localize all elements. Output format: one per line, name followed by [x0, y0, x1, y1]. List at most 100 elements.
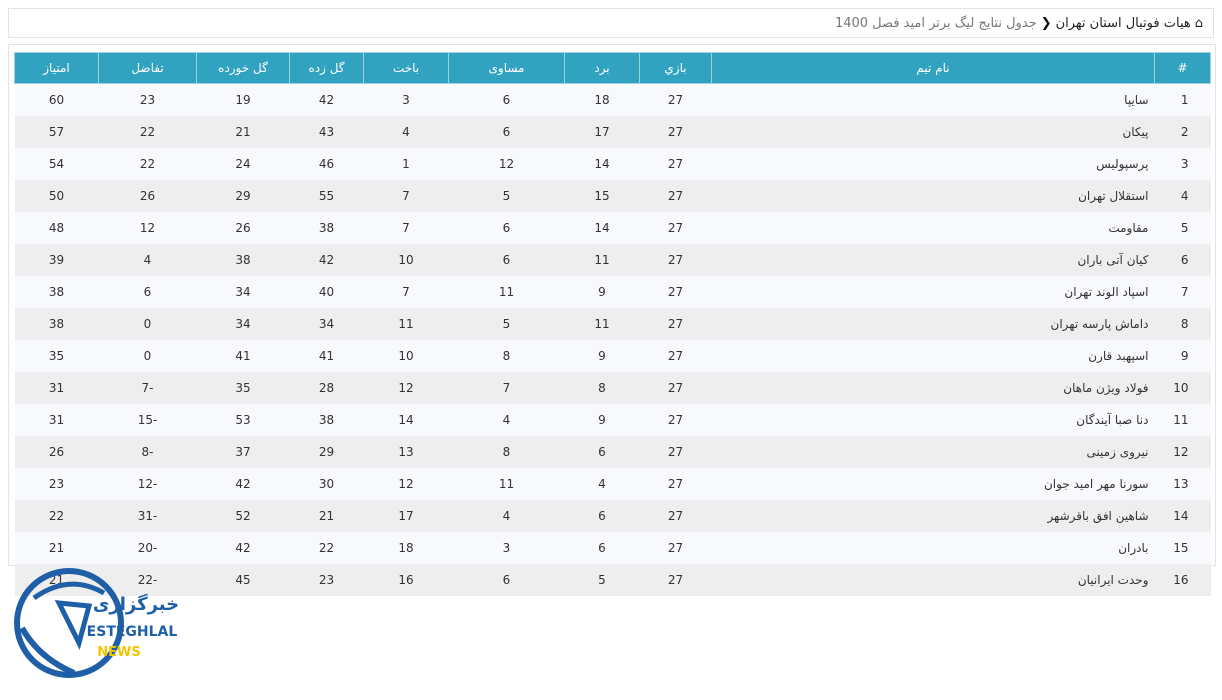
- cell-goal-difference: -22: [98, 564, 197, 596]
- cell-lost: 16: [363, 564, 449, 596]
- header-team-name: نام تیم: [711, 52, 1155, 84]
- svg-text:NEWS: NEWS: [97, 645, 140, 660]
- cell-lost: 12: [363, 468, 449, 500]
- cell-drawn: 5: [448, 180, 565, 212]
- cell-played: 27: [639, 212, 712, 244]
- cell-played: 27: [639, 372, 712, 404]
- cell-goals-for: 21: [289, 500, 364, 532]
- cell-drawn: 8: [448, 340, 565, 372]
- cell-goal-difference: -20: [98, 532, 197, 564]
- cell-lost: 18: [363, 532, 449, 564]
- cell-team-name: سایپا: [711, 83, 1155, 116]
- svg-text:خبرگزاری: خبرگزاری: [93, 593, 179, 615]
- cell-lost: 10: [363, 340, 449, 372]
- table-row: 9 اسپهبد قارن 27 9 8 10 41 41 0 35: [14, 340, 1211, 372]
- cell-drawn: 6: [448, 212, 565, 244]
- cell-goals-against: 34: [196, 276, 290, 308]
- cell-played: 27: [639, 244, 712, 276]
- cell-won: 11: [564, 244, 640, 276]
- header-played: بازي: [639, 52, 712, 84]
- table-header-row: # نام تیم بازي برد مساوی باخت گل زده گل خورده تف…: [14, 52, 1211, 84]
- cell-points: 35: [14, 340, 99, 372]
- cell-rank: 3: [1154, 148, 1211, 180]
- table-row: 6 کیان آتی باران 27 11 6 10 42 38 4 39: [14, 244, 1211, 276]
- cell-goal-difference: 26: [98, 180, 197, 212]
- cell-rank: 5: [1154, 212, 1211, 244]
- header-goals-for: گل زده: [289, 52, 364, 84]
- cell-team-name: مقاومت: [711, 212, 1155, 244]
- cell-rank: 7: [1154, 276, 1211, 308]
- table-row: 3 پرسپولیس 27 14 12 1 46 24 22 54: [14, 148, 1211, 180]
- cell-lost: 7: [363, 276, 449, 308]
- cell-points: 50: [14, 180, 99, 212]
- cell-drawn: 11: [448, 468, 565, 500]
- cell-rank: 4: [1154, 180, 1211, 212]
- cell-team-name: نیروی زمینی: [711, 436, 1155, 468]
- cell-goals-for: 23: [289, 564, 364, 596]
- cell-goals-for: 42: [289, 244, 364, 276]
- header-lost: باخت: [363, 52, 449, 84]
- cell-lost: 7: [363, 212, 449, 244]
- cell-played: 27: [639, 500, 712, 532]
- cell-rank: 10: [1154, 372, 1211, 404]
- chevron-left-icon: ❮: [1040, 15, 1052, 31]
- cell-won: 15: [564, 180, 640, 212]
- cell-goals-for: 38: [289, 404, 364, 436]
- cell-drawn: 6: [448, 83, 565, 116]
- cell-lost: 12: [363, 372, 449, 404]
- table-row: 2 پیکان 27 17 6 4 43 21 22 57: [14, 116, 1211, 148]
- header-rank: #: [1154, 52, 1211, 84]
- cell-goals-for: 38: [289, 212, 364, 244]
- cell-goals-against: 21: [196, 116, 290, 148]
- cell-drawn: 3: [448, 532, 565, 564]
- cell-rank: 13: [1154, 468, 1211, 500]
- cell-team-name: وحدت ایرانیان: [711, 564, 1155, 596]
- cell-played: 27: [639, 83, 712, 116]
- cell-rank: 16: [1154, 564, 1211, 596]
- cell-goal-difference: -7: [98, 372, 197, 404]
- cell-won: 17: [564, 116, 640, 148]
- cell-points: 26: [14, 436, 99, 468]
- cell-goals-for: 34: [289, 308, 364, 340]
- breadcrumb-parent-link[interactable]: هیات فوتبال استان تهران: [1055, 15, 1191, 31]
- cell-goal-difference: 12: [98, 212, 197, 244]
- cell-team-name: اسپاد الوند تهران: [711, 276, 1155, 308]
- cell-goals-for: 46: [289, 148, 364, 180]
- cell-lost: 14: [363, 404, 449, 436]
- table-row: 15 بادران 27 6 3 18 22 42 -20 21: [14, 532, 1211, 564]
- cell-drawn: 4: [448, 404, 565, 436]
- cell-goals-against: 24: [196, 148, 290, 180]
- cell-goal-difference: 0: [98, 308, 197, 340]
- cell-played: 27: [639, 276, 712, 308]
- cell-played: 27: [639, 404, 712, 436]
- cell-goal-difference: -15: [98, 404, 197, 436]
- cell-drawn: 8: [448, 436, 565, 468]
- table-row: 7 اسپاد الوند تهران 27 9 11 7 40 34 6 38: [14, 276, 1211, 308]
- cell-goal-difference: 23: [98, 83, 197, 116]
- breadcrumb-current: جدول نتایج لیگ برتر امید فصل 1400: [834, 15, 1037, 31]
- cell-team-name: پیکان: [711, 116, 1155, 148]
- cell-goals-against: 52: [196, 500, 290, 532]
- table-row: 1 سایپا 27 18 6 3 42 19 23 60: [14, 83, 1211, 116]
- cell-won: 6: [564, 500, 640, 532]
- cell-goal-difference: 6: [98, 276, 197, 308]
- standings-table: # نام تیم بازي برد مساوی باخت گل زده گل خورده تف…: [14, 52, 1211, 596]
- cell-drawn: 11: [448, 276, 565, 308]
- cell-goals-against: 35: [196, 372, 290, 404]
- cell-goal-difference: 22: [98, 148, 197, 180]
- cell-lost: 11: [363, 308, 449, 340]
- cell-played: 27: [639, 564, 712, 596]
- cell-played: 27: [639, 468, 712, 500]
- cell-won: 6: [564, 436, 640, 468]
- home-icon[interactable]: ⌂: [1194, 15, 1203, 31]
- cell-goals-against: 53: [196, 404, 290, 436]
- cell-goal-difference: 0: [98, 340, 197, 372]
- cell-points: 60: [14, 83, 99, 116]
- cell-goals-for: 42: [289, 83, 364, 116]
- cell-team-name: دنا صبا آیندگان: [711, 404, 1155, 436]
- cell-won: 11: [564, 308, 640, 340]
- cell-lost: 17: [363, 500, 449, 532]
- cell-lost: 1: [363, 148, 449, 180]
- cell-points: 38: [14, 276, 99, 308]
- cell-team-name: کیان آتی باران: [711, 244, 1155, 276]
